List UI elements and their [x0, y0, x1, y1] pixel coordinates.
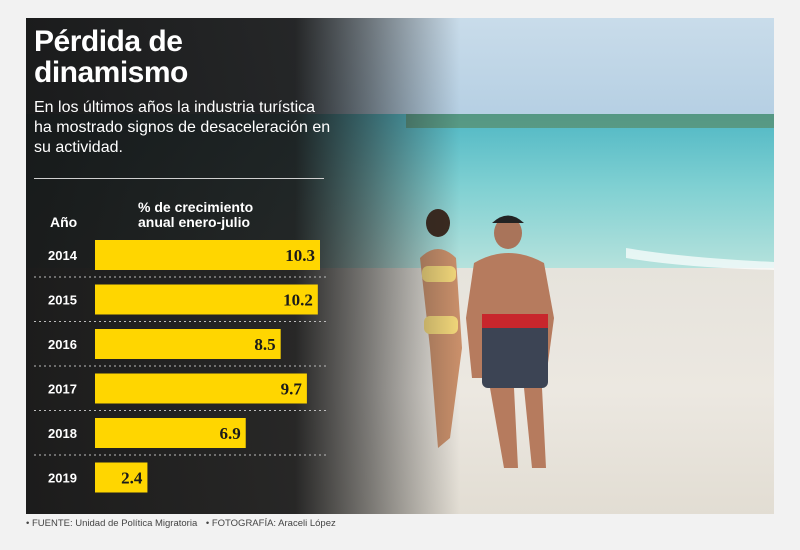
- growth-bar: [95, 329, 281, 359]
- year-column-header: Año: [50, 214, 78, 230]
- year-label: 2017: [48, 382, 77, 397]
- value-label: 10.2: [283, 291, 313, 310]
- subtitle: En los últimos años la industria turísti…: [34, 99, 331, 156]
- value-header-line-2: anual enero-julio: [138, 214, 251, 230]
- growth-bar: [95, 240, 320, 270]
- value-label: 8.5: [254, 335, 275, 354]
- value-label: 2.4: [121, 469, 143, 488]
- year-label: 2015: [48, 293, 77, 308]
- source-credit: • FUENTE: Unidad de Política Migratoria: [26, 518, 198, 529]
- value-label: 10.3: [285, 246, 315, 265]
- photo-credit: • FOTOGRAFÍA: Araceli López: [205, 518, 336, 529]
- year-label: 2014: [48, 248, 78, 263]
- value-column-header: % de crecimiento anual enero-julio: [138, 200, 328, 230]
- footer-credits: • FUENTE: Unidad de Política Migratoria …: [26, 518, 342, 529]
- year-label: 2016: [48, 337, 77, 352]
- page-title: Pérdida de dinamismo: [34, 26, 188, 88]
- growth-bar-chart: 2014 10.3 2015 10.2 2016 8.5 2017 9.7 2018 6.9 201…: [34, 240, 326, 493]
- title-line-1: Pérdida de: [34, 25, 183, 58]
- title-line-2: dinamismo: [34, 56, 188, 89]
- growth-bar: [95, 373, 307, 404]
- growth-bar: [95, 284, 318, 315]
- value-header-line-1: % de crecimiento: [138, 199, 254, 215]
- value-label: 9.7: [281, 380, 303, 399]
- value-label: 6.9: [219, 424, 240, 443]
- header-divider: [34, 178, 324, 179]
- growth-bar: [95, 462, 148, 493]
- year-label: 2018: [48, 426, 77, 441]
- year-label: 2019: [48, 471, 77, 486]
- infographic-frame: Pérdida de dinamismo En los últimos años…: [26, 18, 774, 514]
- growth-bar: [95, 418, 246, 448]
